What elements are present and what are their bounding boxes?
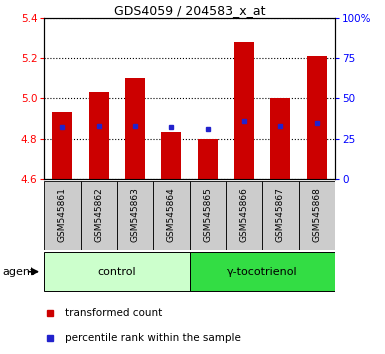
Text: agent: agent — [2, 267, 34, 277]
Bar — [226, 181, 262, 250]
Bar — [117, 181, 153, 250]
Text: γ-tocotrienol: γ-tocotrienol — [227, 267, 298, 277]
Bar — [44, 252, 190, 291]
Bar — [125, 78, 145, 179]
Bar — [161, 132, 181, 179]
Bar — [80, 181, 117, 250]
Text: GSM545865: GSM545865 — [203, 188, 212, 242]
Bar — [270, 98, 290, 179]
Bar — [234, 42, 254, 179]
Text: GSM545868: GSM545868 — [312, 188, 321, 242]
Text: GSM545861: GSM545861 — [58, 188, 67, 242]
Text: percentile rank within the sample: percentile rank within the sample — [65, 333, 241, 343]
Bar — [153, 181, 189, 250]
Bar — [89, 92, 109, 179]
Bar — [198, 138, 218, 179]
Text: GSM545867: GSM545867 — [276, 188, 285, 242]
Text: GSM545864: GSM545864 — [167, 188, 176, 242]
Bar — [44, 181, 80, 250]
Text: GSM545862: GSM545862 — [94, 188, 103, 242]
Bar — [190, 181, 226, 250]
Bar — [307, 56, 327, 179]
Bar — [299, 181, 335, 250]
Bar — [262, 181, 299, 250]
Text: transformed count: transformed count — [65, 308, 162, 318]
Text: control: control — [98, 267, 136, 277]
Bar — [52, 112, 72, 179]
Text: GSM545863: GSM545863 — [131, 188, 140, 242]
Title: GDS4059 / 204583_x_at: GDS4059 / 204583_x_at — [114, 4, 265, 17]
Text: GSM545866: GSM545866 — [239, 188, 249, 242]
Bar — [190, 252, 335, 291]
